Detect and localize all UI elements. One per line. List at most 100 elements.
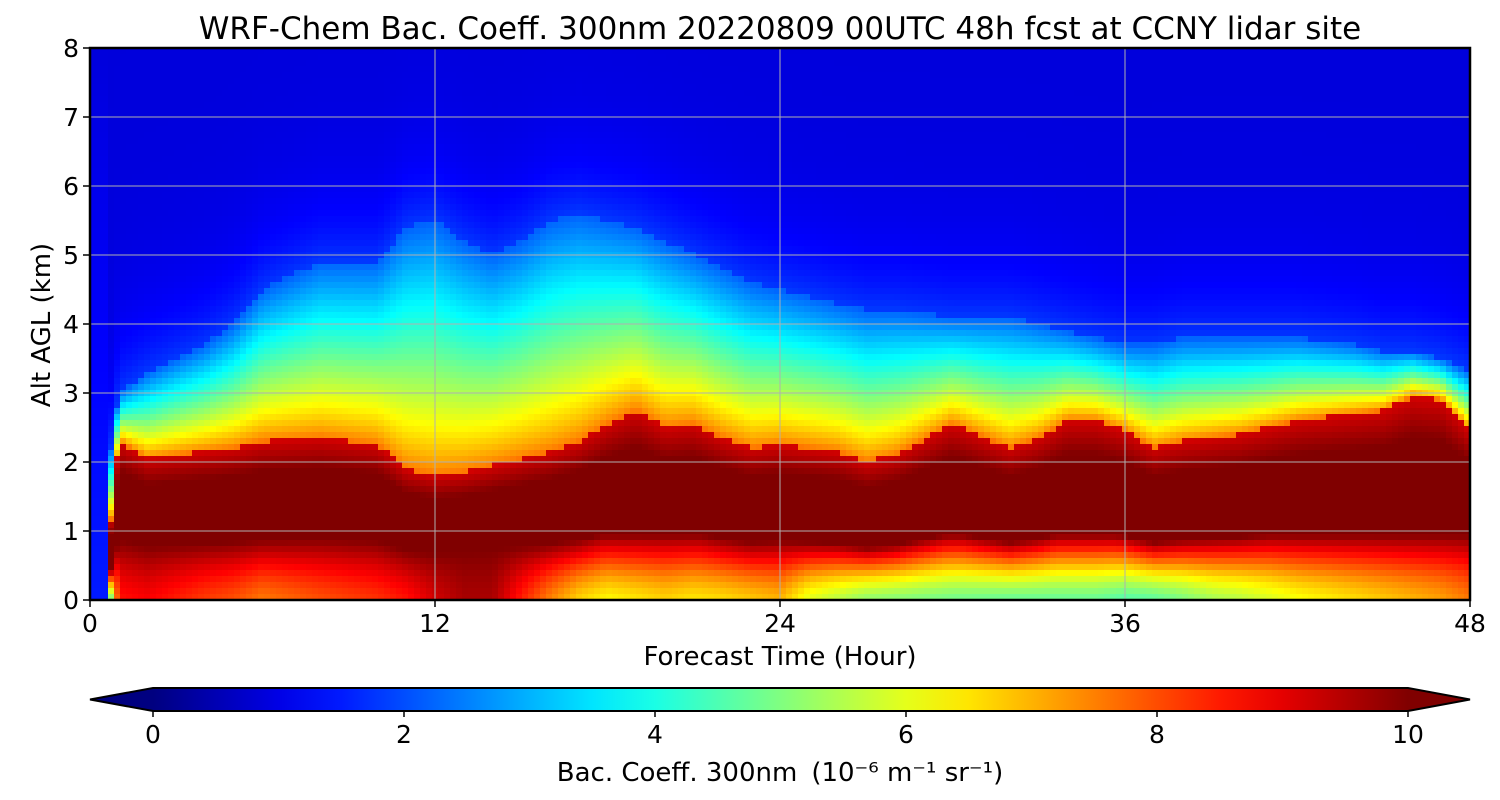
heatmap-cell (396, 594, 403, 600)
heatmap-cell (162, 78, 169, 85)
heatmap-cell (378, 120, 385, 127)
heatmap-cell (258, 420, 265, 427)
heatmap-cell (252, 78, 259, 85)
heatmap-cell (228, 258, 235, 265)
heatmap-cell (156, 540, 163, 547)
heatmap-cell (264, 336, 271, 343)
heatmap-cell (240, 408, 247, 415)
heatmap-cell (378, 564, 385, 571)
heatmap-cell (396, 348, 403, 355)
heatmap-cell (366, 498, 373, 505)
heatmap-cell (318, 576, 325, 583)
heatmap-cell (102, 180, 109, 187)
heatmap-cell (336, 264, 343, 271)
heatmap-cell (294, 66, 301, 73)
heatmap-cell (318, 546, 325, 553)
heatmap-cell (168, 66, 175, 73)
heatmap-cell (396, 270, 403, 277)
heatmap-cell (156, 246, 163, 253)
heatmap-cell (198, 66, 205, 73)
heatmap-cell (318, 420, 325, 427)
heatmap-cell (222, 396, 229, 403)
heatmap-cell (222, 378, 229, 385)
heatmap-cell (276, 444, 283, 451)
heatmap-cell (114, 504, 121, 511)
heatmap-cell (348, 174, 355, 181)
heatmap-cell (312, 270, 319, 277)
heatmap-cell (264, 432, 271, 439)
heatmap-cell (234, 558, 241, 565)
heatmap-cell (318, 360, 325, 367)
heatmap-cell (384, 222, 391, 229)
heatmap-cell (216, 444, 223, 451)
heatmap-cell (348, 492, 355, 499)
heatmap-cell (366, 120, 373, 127)
heatmap-cell (258, 108, 265, 115)
heatmap-cell (174, 126, 181, 133)
heatmap-cell (180, 270, 187, 277)
heatmap-cell (402, 570, 409, 577)
heatmap-cell (348, 60, 355, 67)
heatmap-cell (246, 54, 253, 61)
heatmap-cell (390, 108, 397, 115)
heatmap-cell (180, 96, 187, 103)
heatmap-cell (378, 510, 385, 517)
heatmap-cell (324, 540, 331, 547)
heatmap-cell (90, 354, 97, 361)
heatmap-cell (210, 402, 217, 409)
heatmap-cell (276, 420, 283, 427)
heatmap-cell (150, 192, 157, 199)
heatmap-cell (204, 294, 211, 301)
heatmap-cell (96, 246, 103, 253)
heatmap-cell (402, 408, 409, 415)
heatmap-cell (234, 360, 241, 367)
heatmap-cell (162, 564, 169, 571)
heatmap-cell (210, 456, 217, 463)
heatmap-cell (288, 492, 295, 499)
heatmap-cell (378, 480, 385, 487)
heatmap-cell (366, 240, 373, 247)
heatmap-cell (294, 426, 301, 433)
heatmap-cell (126, 402, 133, 409)
heatmap-cell (162, 108, 169, 115)
heatmap-cell (252, 564, 259, 571)
heatmap-cell (348, 78, 355, 85)
heatmap-cell (246, 228, 253, 235)
heatmap-cell (222, 558, 229, 565)
heatmap-cell (312, 486, 319, 493)
heatmap-cell (210, 150, 217, 157)
heatmap-cell (108, 234, 115, 241)
heatmap-cell (300, 372, 307, 379)
heatmap-cell (204, 414, 211, 421)
heatmap-cell (264, 180, 271, 187)
heatmap-cell (330, 384, 337, 391)
heatmap-cell (300, 240, 307, 247)
heatmap-cell (300, 552, 307, 559)
heatmap-cell (402, 480, 409, 487)
heatmap-cell (246, 426, 253, 433)
heatmap-cell (108, 120, 115, 127)
heatmap-cell (180, 150, 187, 157)
heatmap-cell (336, 516, 343, 523)
heatmap-cell (198, 192, 205, 199)
heatmap-cell (246, 318, 253, 325)
heatmap-cell (216, 156, 223, 163)
heatmap-cell (90, 270, 97, 277)
heatmap-cell (330, 204, 337, 211)
heatmap-cell (360, 552, 367, 559)
heatmap-cell (270, 138, 277, 145)
heatmap-cell (198, 144, 205, 151)
heatmap-cell (336, 60, 343, 67)
heatmap-cell (342, 132, 349, 139)
heatmap-cell (126, 432, 133, 439)
heatmap-cell (312, 468, 319, 475)
heatmap-cell (126, 474, 133, 481)
heatmap-cell (318, 414, 325, 421)
heatmap-cell (114, 444, 121, 451)
heatmap-cell (288, 348, 295, 355)
heatmap-cell (396, 54, 403, 61)
heatmap-cell (402, 282, 409, 289)
heatmap-cell (390, 420, 397, 427)
heatmap-cell (138, 210, 145, 217)
heatmap-cell (180, 432, 187, 439)
